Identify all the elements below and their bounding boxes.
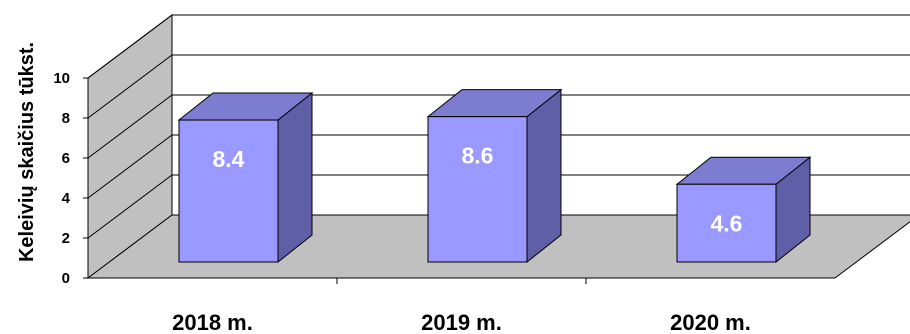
data-label: 8.4 [213, 146, 245, 172]
y-tick-label: 8 [62, 110, 70, 127]
y-tick-label: 4 [62, 190, 71, 207]
bar [676, 183, 777, 263]
gridline [87, 54, 910, 119]
bar [427, 116, 528, 263]
bar-side [277, 92, 313, 264]
bars [177, 88, 812, 264]
x-tick-label: 2019 m. [421, 310, 502, 334]
y-tick-label: 10 [53, 70, 70, 87]
data-label: 4.6 [711, 210, 743, 236]
gridline [87, 134, 910, 199]
y-tick-label: 2 [62, 230, 70, 247]
x-tick-label: 2020 m. [670, 310, 751, 334]
bar-side [526, 88, 562, 264]
y-axis-title: Keleivių skaičius tūkst. [16, 42, 38, 262]
gridline [87, 94, 910, 159]
gridline [87, 174, 910, 239]
data-labels: 8.4 8.6 4.6 [213, 143, 743, 237]
gridline [87, 14, 910, 79]
y-tick-label: 6 [62, 150, 70, 167]
y-tick-label: 0 [62, 270, 70, 287]
x-tick-label: 2018 m. [172, 310, 253, 334]
axes: 0 2 4 6 8 10 2018 m. 2019 m. 2020 m. [53, 70, 835, 334]
bar [178, 119, 279, 263]
data-label: 8.6 [462, 143, 494, 169]
gridlines [87, 14, 910, 239]
